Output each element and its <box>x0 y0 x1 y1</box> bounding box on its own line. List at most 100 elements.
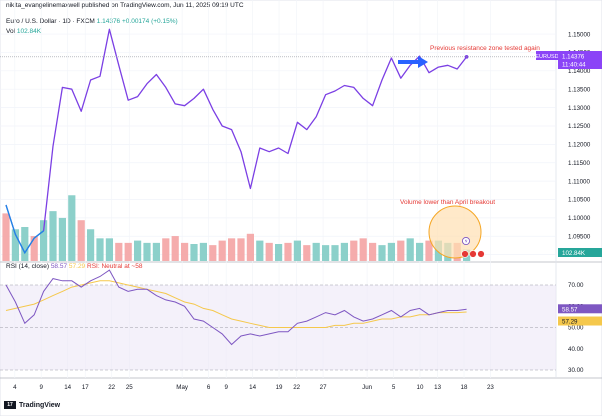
tradingview-logo[interactable]: 17 TradingView <box>4 401 60 409</box>
rsi-tick-label: 30.00 <box>568 367 584 374</box>
volume-bar <box>171 236 179 261</box>
rsi-title: RSI (14, close) <box>6 263 49 270</box>
rsi-line <box>5 269 467 346</box>
volume-tag-value: 102.84K <box>562 250 586 257</box>
volume-bar <box>199 242 207 261</box>
time-tick-label: 17 <box>82 384 89 391</box>
price-tick-label: 1.12000 <box>568 142 591 149</box>
volume-bar <box>30 236 38 261</box>
volume-bar <box>134 240 142 261</box>
event-flag-icon <box>469 250 477 258</box>
lightning-bolt-icon <box>464 238 468 244</box>
volume-bar <box>40 220 48 261</box>
volume-bar <box>228 238 236 261</box>
time-tick-label: 23 <box>487 384 494 391</box>
volume-bar <box>256 240 264 261</box>
volume-bar <box>322 245 330 261</box>
publisher-line: nikita_evangelinemaxwell published on Tr… <box>6 2 244 9</box>
volume-bar <box>350 240 358 261</box>
rsi-tick-label: 40.00 <box>568 346 584 353</box>
price-tick-label: 1.14000 <box>568 68 591 75</box>
volume-bar <box>406 238 414 261</box>
volume-bar <box>331 245 339 261</box>
time-tick-label: 19 <box>276 384 283 391</box>
rsi-tag-box <box>558 304 602 314</box>
price-layer <box>0 28 556 255</box>
price-tick-label: 1.10000 <box>568 215 591 222</box>
price-series-line <box>5 28 468 254</box>
rsi-ma-line <box>5 280 467 328</box>
price-tag-box <box>558 51 602 69</box>
volume-bar <box>378 245 386 261</box>
volume-bar <box>303 245 311 261</box>
time-tick-label: 25 <box>126 384 133 391</box>
event-flag-icon <box>477 250 485 258</box>
rsi-layer <box>0 269 556 371</box>
volume-bar <box>162 238 170 261</box>
volume-highlight-circle <box>428 205 482 259</box>
price-change: +0.00174 (+0.15%) <box>121 18 178 25</box>
volume-bar <box>246 233 254 261</box>
price-tick-label: 1.09500 <box>568 233 591 240</box>
volume-bar <box>105 238 113 261</box>
time-tick-label: 18 <box>461 384 468 391</box>
volume-bar <box>21 227 29 261</box>
rsi-ma-tag-box <box>558 316 602 326</box>
volume-bar <box>190 244 198 261</box>
volume-bar <box>143 242 151 261</box>
volume-bar <box>152 242 160 261</box>
rsi-header: RSI (14, close) 58.57 57.29 RSI: Neutral… <box>6 263 142 270</box>
volume-value: 102.84K <box>16 28 42 35</box>
time-tick-label: 9 <box>40 384 44 391</box>
time-tick-label: 14 <box>64 384 71 391</box>
tradingview-icon: 17 <box>4 401 16 409</box>
symbol-tag-label: EURUSD <box>535 54 558 60</box>
volume-bar <box>275 244 283 261</box>
time-tick-label: 4 <box>13 384 17 391</box>
annotation-volume: Volume lower than April breakout <box>400 199 495 206</box>
time-tick-label: 5 <box>392 384 396 391</box>
time-tick-label: Jun <box>362 384 373 391</box>
price-tick-label: 1.12500 <box>568 123 591 130</box>
price-tick-label: 1.13000 <box>568 105 591 112</box>
volume-bar <box>58 217 66 261</box>
last-price: 1.14376 <box>96 18 121 25</box>
volume-bar <box>284 242 292 261</box>
volume-bar <box>397 240 405 261</box>
volume-bar <box>340 242 348 261</box>
volume-bar <box>416 242 424 261</box>
time-tick-label: 27 <box>320 384 327 391</box>
rsi-tag-value: 58.57 <box>562 306 578 313</box>
annotation-resistance: Previous resistance zone tested again <box>430 45 540 52</box>
volume-bar <box>359 238 367 261</box>
price-tick-label: 1.11500 <box>568 160 590 167</box>
volume-bar <box>49 211 57 261</box>
price-tick-label: 1.15000 <box>568 31 591 38</box>
price-tag-countdown: 11:40:44 <box>562 62 586 69</box>
volume-bar <box>209 245 217 261</box>
rsi-ma-tag-value: 57.29 <box>562 319 578 326</box>
volume-bar <box>387 242 395 261</box>
volume-bar <box>218 240 226 261</box>
volume-bar <box>11 229 19 261</box>
annotation-layer: Previous resistance zone tested again Vol… <box>398 45 540 259</box>
symbol-description: Euro / U.S. Dollar · 1D · FXCM <box>6 18 95 25</box>
time-tick-label: 6 <box>207 384 211 391</box>
volume-bar <box>265 242 273 261</box>
volume-bar <box>2 213 10 261</box>
time-tick-label: 22 <box>108 384 115 391</box>
volume-layer <box>2 195 471 261</box>
volume-bar <box>181 242 189 261</box>
time-tick-label: 14 <box>249 384 256 391</box>
volume-line: Vol 102.84K <box>6 28 41 35</box>
rsi-tick-label: 70.00 <box>568 282 584 289</box>
resistance-arrow <box>398 56 428 68</box>
time-tick-label: 9 <box>224 384 228 391</box>
time-tick-label: 13 <box>434 384 441 391</box>
volume-tag-box <box>558 248 602 257</box>
volume-bar <box>237 238 245 261</box>
symbol-line: Euro / U.S. Dollar · 1D · FXCM 1.14376 +… <box>6 18 178 25</box>
volume-bar <box>425 240 433 261</box>
